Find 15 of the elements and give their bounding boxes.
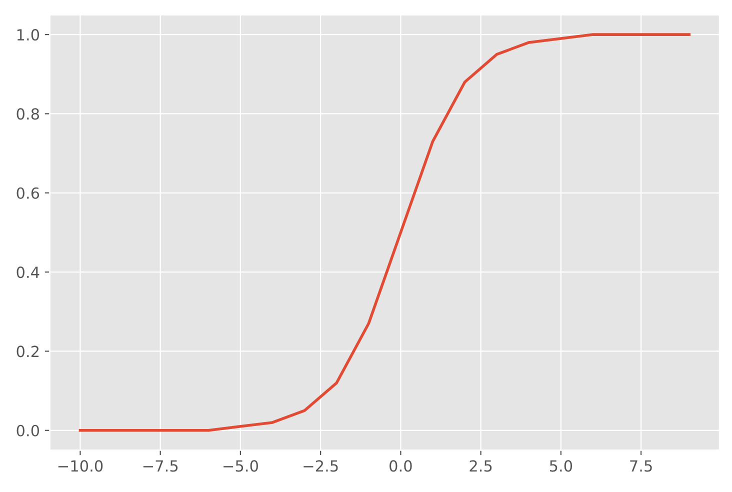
x-tick-label: −5.0: [224, 460, 258, 472]
y-tick-label: 0.6: [16, 187, 40, 199]
x-tick-label: −2.5: [304, 460, 338, 472]
y-tick-label: 0.4: [16, 266, 40, 278]
x-tick-label: −7.5: [143, 460, 178, 472]
y-tick-label: 0.8: [16, 108, 40, 120]
x-tick-label: 2.5: [470, 460, 492, 472]
y-tick-label: 0.0: [16, 424, 40, 436]
y-tick-label: 0.2: [16, 346, 39, 358]
x-tick-label: −10.0: [58, 460, 103, 472]
line-series: [78, 33, 690, 432]
y-tick-label: 1.0: [17, 29, 40, 41]
x-tick-label: 0.0: [390, 460, 412, 472]
x-tick-label: 5.0: [550, 460, 572, 472]
x-tick-label: 7.5: [630, 460, 652, 472]
